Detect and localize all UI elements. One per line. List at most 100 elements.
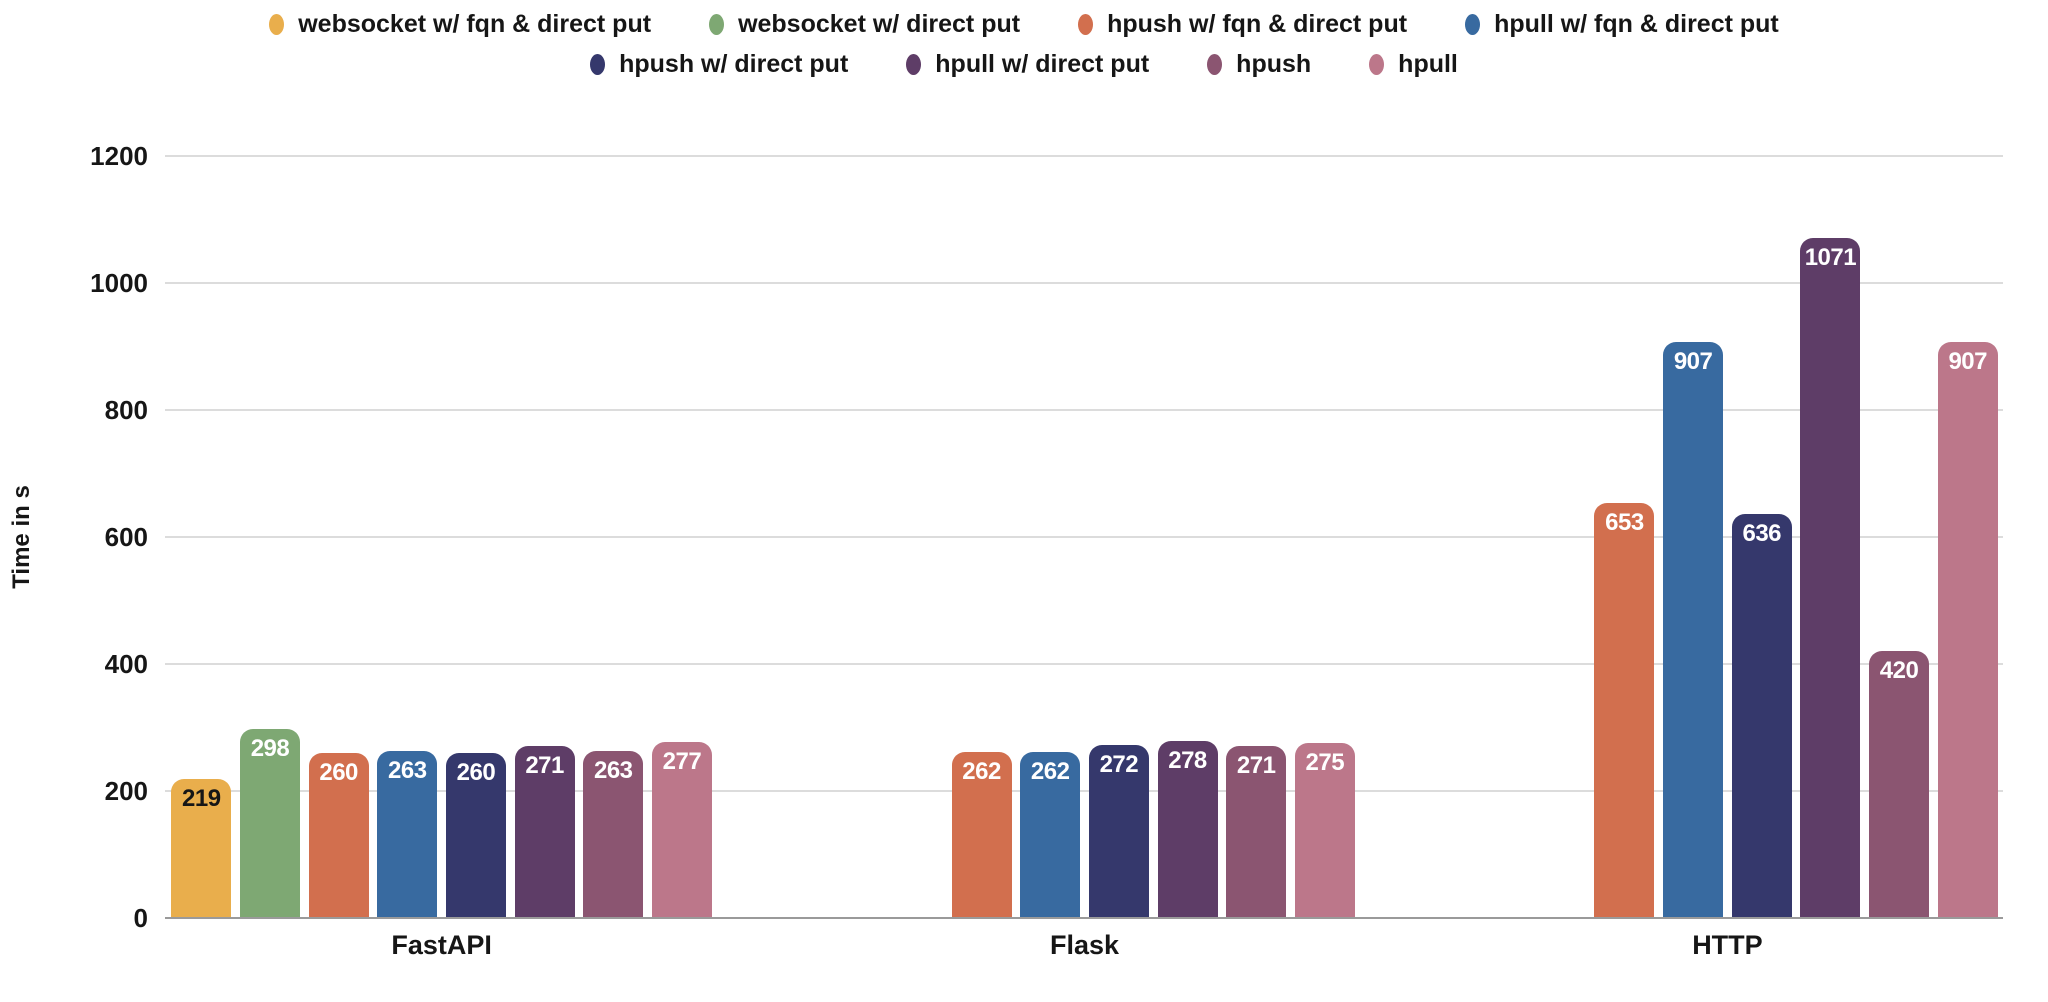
y-tick-label-200: 200 bbox=[104, 776, 148, 806]
legend-item-hpull-w-fqn-direct-put[interactable]: hpull w/ fqn & direct put bbox=[1465, 12, 1779, 37]
bar-value-label: 271 bbox=[1236, 751, 1276, 779]
bar-cell: 1071 bbox=[1796, 156, 1865, 918]
bar-fastapi-websocket-w-direct-put[interactable]: 298 bbox=[239, 728, 300, 918]
bar-cell: 653 bbox=[1590, 156, 1659, 918]
bar-cell: 219 bbox=[167, 156, 236, 918]
bar-cell: 907 bbox=[1659, 156, 1728, 918]
bar-group-flask: 262 262 272 278 271 275 bbox=[810, 156, 1359, 918]
plot-area: 0 200 400 600 800 1000 1200 219 298 260 263 260 271 2… bbox=[90, 143, 2003, 959]
legend-label: websocket w/ fqn & direct put bbox=[298, 10, 652, 38]
y-tick-label-600: 600 bbox=[104, 522, 148, 552]
bar-fastapi-hpull-w-fqn-direct-put[interactable]: 263 bbox=[377, 751, 438, 918]
bar-http-hpull-w-direct-put[interactable]: 1071 bbox=[1800, 237, 1861, 918]
y-tick-label-0: 0 bbox=[133, 903, 148, 933]
bar-fastapi-websocket-w-fqn-direct-put[interactable]: 219 bbox=[171, 778, 232, 918]
bar-http-hpull-w-fqn-direct-put[interactable]: 907 bbox=[1663, 342, 1724, 918]
bar-group-fastapi: 219 298 260 263 260 271 263 277 bbox=[167, 156, 716, 918]
bar-http-hpush-w-direct-put[interactable]: 636 bbox=[1731, 514, 1792, 918]
x-axis-baseline bbox=[165, 917, 2003, 919]
legend-row-2: hpush w/ direct put hpull w/ direct put hp… bbox=[590, 52, 1458, 77]
bar-value-label: 260 bbox=[319, 758, 358, 786]
bar-cell bbox=[1453, 156, 1522, 918]
bar-value-label: 653 bbox=[1605, 509, 1644, 537]
y-tick-label-800: 800 bbox=[104, 395, 148, 425]
legend-marker-icon bbox=[906, 54, 922, 75]
bar-http-hpull[interactable]: 907 bbox=[1937, 342, 1998, 918]
legend-label: hpull bbox=[1398, 50, 1458, 78]
gridline-y-600 bbox=[165, 536, 2003, 538]
bar-cell: 271 bbox=[510, 156, 579, 918]
bar-value-label: 262 bbox=[962, 757, 1001, 785]
bar-value-label: 298 bbox=[250, 734, 290, 762]
bar-flask-hpush-w-direct-put[interactable]: 272 bbox=[1088, 745, 1149, 918]
legend-marker-icon bbox=[1078, 14, 1094, 35]
bar-value-label: 275 bbox=[1305, 749, 1345, 777]
legend-item-hpush-w-direct-put[interactable]: hpush w/ direct put bbox=[590, 52, 848, 77]
legend-label: hpush bbox=[1236, 50, 1312, 78]
bar-fastapi-hpull[interactable]: 277 bbox=[651, 742, 712, 918]
bar-cell: 263 bbox=[373, 156, 442, 918]
bar-cell: 271 bbox=[1222, 156, 1291, 918]
legend: websocket w/ fqn & direct put websocket w… bbox=[0, 12, 2048, 77]
bar-http-hpush-w-fqn-direct-put[interactable]: 653 bbox=[1594, 503, 1655, 918]
bar-value-label: 420 bbox=[1879, 657, 1919, 685]
bar-fastapi-hpush-w-fqn-direct-put[interactable]: 260 bbox=[308, 752, 369, 918]
bar-value-label: 636 bbox=[1742, 520, 1782, 548]
legend-item-hpull[interactable]: hpull bbox=[1369, 52, 1458, 77]
legend-marker-icon bbox=[1369, 54, 1385, 75]
legend-marker-icon bbox=[709, 14, 725, 35]
bar-value-label: 277 bbox=[662, 748, 702, 776]
legend-item-hpull-w-direct-put[interactable]: hpull w/ direct put bbox=[906, 52, 1149, 77]
bar-cell: 907 bbox=[1933, 156, 2002, 918]
legend-marker-icon bbox=[590, 54, 606, 75]
y-tick-label-400: 400 bbox=[104, 649, 148, 679]
bar-flask-hpush[interactable]: 271 bbox=[1226, 745, 1287, 918]
bar-value-label: 278 bbox=[1168, 747, 1207, 775]
gridline-y-200 bbox=[165, 790, 2003, 792]
bar-flask-hpush-w-fqn-direct-put[interactable]: 262 bbox=[951, 751, 1012, 918]
legend-label: hpush w/ direct put bbox=[619, 50, 849, 78]
bar-cell: 275 bbox=[1290, 156, 1359, 918]
legend-item-hpush-w-fqn-direct-put[interactable]: hpush w/ fqn & direct put bbox=[1078, 12, 1407, 37]
bar-cell bbox=[810, 156, 879, 918]
legend-item-websocket-w-direct-put[interactable]: websocket w/ direct put bbox=[709, 12, 1020, 37]
gridline-y-400 bbox=[165, 663, 2003, 665]
bar-flask-hpull-w-fqn-direct-put[interactable]: 262 bbox=[1020, 751, 1081, 918]
x-category-label-fastapi: FastAPI bbox=[391, 930, 492, 960]
bar-value-label: 262 bbox=[1030, 757, 1070, 785]
bar-value-label: 219 bbox=[182, 784, 221, 812]
bar-value-label: 272 bbox=[1099, 751, 1139, 779]
bar-cell: 262 bbox=[947, 156, 1016, 918]
bar-flask-hpull[interactable]: 275 bbox=[1294, 743, 1355, 918]
legend-row-1: websocket w/ fqn & direct put websocket w… bbox=[269, 12, 1779, 37]
bar-fastapi-hpush[interactable]: 263 bbox=[583, 751, 644, 918]
bar-fastapi-hpush-w-direct-put[interactable]: 260 bbox=[445, 752, 506, 918]
bar-cell: 636 bbox=[1727, 156, 1796, 918]
legend-label: websocket w/ direct put bbox=[738, 10, 1021, 38]
bar-fastapi-hpull-w-direct-put[interactable]: 271 bbox=[514, 745, 575, 918]
bar-value-label: 907 bbox=[1673, 348, 1713, 376]
x-category-label-http: HTTP bbox=[1692, 930, 1763, 960]
bar-flask-hpull-w-direct-put[interactable]: 278 bbox=[1157, 741, 1218, 918]
y-tick-label-1000: 1000 bbox=[90, 268, 148, 298]
legend-label: hpush w/ fqn & direct put bbox=[1107, 10, 1408, 38]
x-category-label-flask: Flask bbox=[1050, 930, 1120, 960]
gridline-y-1000 bbox=[165, 282, 2003, 284]
legend-item-websocket-w-fqn-direct-put[interactable]: websocket w/ fqn & direct put bbox=[269, 12, 651, 37]
bar-cell: 272 bbox=[1085, 156, 1154, 918]
bar-value-label: 1071 bbox=[1804, 243, 1857, 271]
bar-value-label: 271 bbox=[525, 751, 564, 779]
legend-marker-icon bbox=[269, 14, 285, 35]
bar-cell bbox=[1521, 156, 1590, 918]
bar-cell: 260 bbox=[304, 156, 373, 918]
gridline-y-800 bbox=[165, 409, 2003, 411]
legend-item-hpush[interactable]: hpush bbox=[1207, 52, 1311, 77]
legend-marker-icon bbox=[1207, 54, 1223, 75]
y-tick-label-1200: 1200 bbox=[90, 141, 148, 171]
legend-label: hpull w/ direct put bbox=[935, 50, 1150, 78]
legend-marker-icon bbox=[1465, 14, 1481, 35]
bar-value-label: 263 bbox=[388, 757, 427, 784]
bar-http-hpush[interactable]: 420 bbox=[1869, 651, 1930, 918]
bar-cell: 278 bbox=[1153, 156, 1222, 918]
